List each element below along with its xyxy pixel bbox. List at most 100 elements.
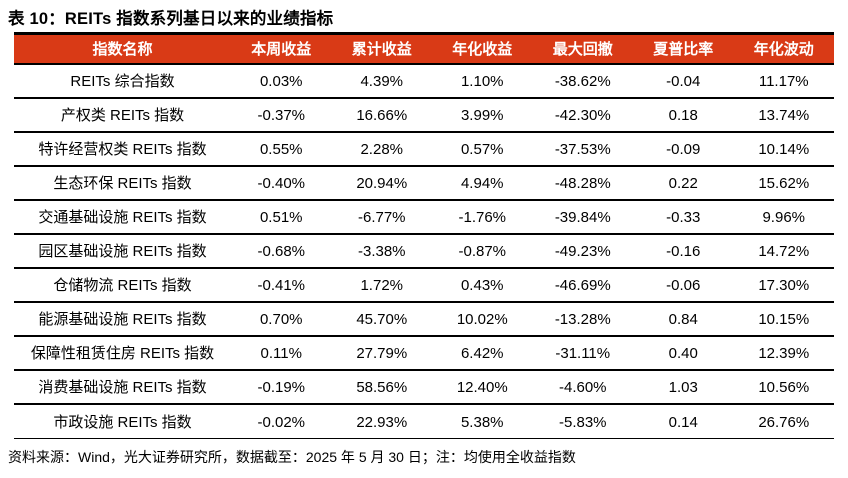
table-row: 园区基础设施 REITs 指数 -0.68% -3.38% -0.87% -49.23%… — [14, 235, 834, 269]
index-name-cell: 保障性租赁住房 REITs 指数 — [30, 345, 215, 362]
value-cell: 4.39% — [360, 73, 404, 90]
header-cell: 指数名称 — [92, 41, 153, 58]
value-cell: 10.56% — [758, 379, 810, 396]
value-cell: 11.17% — [758, 73, 809, 90]
value-cell: -31.11% — [555, 345, 611, 362]
table-title: 表 10：REITs 指数系列基日以来的业绩指标 — [8, 10, 334, 28]
value-cell: 1.03 — [668, 379, 698, 396]
value-cell: 10.15% — [758, 311, 810, 328]
value-cell: -0.41% — [257, 277, 306, 294]
value-cell: 0.18 — [668, 107, 698, 124]
value-cell: -5.83% — [558, 413, 607, 431]
value-cell: 17.30% — [758, 277, 810, 294]
value-cell: 10.14% — [758, 141, 810, 158]
index-name-cell: REITs 综合指数 — [70, 73, 175, 90]
value-cell: -0.37% — [257, 107, 306, 124]
header-cell: 年化波动 — [753, 41, 814, 58]
value-cell: -0.02% — [257, 413, 306, 431]
value-cell: 14.72% — [758, 243, 810, 260]
value-cell: 0.11% — [260, 345, 302, 362]
value-cell: 5.38% — [460, 413, 504, 431]
header-cell: 本周收益 — [251, 41, 312, 58]
value-cell: -0.87% — [458, 243, 507, 260]
table-row: 交通基础设施 REITs 指数 0.51% -6.77% -1.76% -39.84% -… — [14, 201, 834, 235]
value-cell: -1.76% — [458, 209, 507, 226]
table-row: 产权类 REITs 指数 -0.37% 16.66% 3.99% -42.30% 0.18… — [14, 99, 834, 133]
index-name-cell: 消费基础设施 REITs 指数 — [38, 379, 207, 396]
index-name-cell: 产权类 REITs 指数 — [60, 107, 185, 124]
value-cell: 0.43% — [460, 277, 504, 294]
value-cell: 3.99% — [460, 107, 504, 124]
table-header-row: 指数名称 本周收益 累计收益 年化收益 最大回撤 夏普比率 年化波动 — [14, 35, 834, 65]
value-cell: 0.40 — [668, 345, 698, 362]
value-cell: 0.55% — [259, 141, 303, 158]
index-name-cell: 特许经营权类 REITs 指数 — [38, 141, 207, 158]
value-cell: 13.74% — [758, 107, 810, 124]
value-cell: 4.94% — [460, 175, 504, 192]
value-cell: 0.70% — [259, 311, 303, 328]
value-cell: 1.72% — [360, 277, 404, 294]
value-cell: -46.69% — [554, 277, 611, 294]
table-row: 特许经营权类 REITs 指数 0.55% 2.28% 0.57% -37.53% -0.… — [14, 133, 834, 167]
value-cell: -6.77% — [357, 209, 406, 226]
table-row: 市政设施 REITs 指数 -0.02% 22.93% 5.38% -5.83% 0.14… — [14, 405, 834, 439]
value-cell: -0.19% — [257, 379, 306, 396]
header-cell: 夏普比率 — [653, 41, 714, 58]
value-cell: 58.56% — [356, 379, 408, 396]
value-cell: -0.40% — [257, 175, 306, 192]
value-cell: -39.84% — [554, 209, 611, 226]
value-cell: -0.68% — [257, 243, 306, 260]
value-cell: 9.96% — [762, 209, 806, 226]
header-cell: 最大回撤 — [552, 41, 613, 58]
table-body: REITs 综合指数 0.03% 4.39% 1.10% -38.62% -0.04 11.… — [14, 65, 834, 439]
table-row: 消费基础设施 REITs 指数 -0.19% 58.56% 12.40% -4.60% 1… — [14, 371, 834, 405]
value-cell: -0.09 — [666, 141, 701, 158]
index-name-cell: 生态环保 REITs 指数 — [53, 175, 192, 192]
reits-performance-table: 指数名称 本周收益 累计收益 年化收益 最大回撤 夏普比率 年化波动 REITs 综合指数 0… — [14, 32, 834, 439]
value-cell: -42.30% — [554, 107, 611, 124]
value-cell: -49.23% — [554, 243, 611, 260]
table-row: 生态环保 REITs 指数 -0.40% 20.94% 4.94% -48.28% 0.2… — [14, 167, 834, 201]
value-cell: 0.84 — [668, 311, 698, 328]
value-cell: 27.79% — [356, 345, 408, 362]
index-name-cell: 能源基础设施 REITs 指数 — [38, 311, 207, 328]
value-cell: -0.33 — [666, 209, 701, 226]
value-cell: 1.10% — [460, 73, 504, 90]
header-cell: 累计收益 — [351, 41, 412, 58]
value-cell: -0.16 — [666, 243, 701, 260]
value-cell: 15.62% — [758, 175, 810, 192]
value-cell: 20.94% — [356, 175, 408, 192]
value-cell: 16.66% — [356, 107, 408, 124]
value-cell: 26.76% — [758, 413, 810, 431]
table-row: 仓储物流 REITs 指数 -0.41% 1.72% 0.43% -46.69% -0.0… — [14, 269, 834, 303]
value-cell: 22.93% — [356, 413, 408, 431]
value-cell: 0.51% — [259, 209, 303, 226]
value-cell: 6.42% — [460, 345, 504, 362]
value-cell: -3.38% — [357, 243, 406, 260]
value-cell: 45.70% — [356, 311, 408, 328]
index-name-cell: 仓储物流 REITs 指数 — [53, 277, 192, 294]
index-name-cell: 交通基础设施 REITs 指数 — [38, 209, 207, 226]
index-name-cell: 园区基础设施 REITs 指数 — [38, 243, 207, 260]
table-row: 能源基础设施 REITs 指数 0.70% 45.70% 10.02% -13.28% 0… — [14, 303, 834, 337]
value-cell: -48.28% — [554, 175, 611, 192]
value-cell: -0.06 — [666, 277, 701, 294]
value-cell: -4.60% — [558, 379, 607, 396]
source-note: 资料来源：Wind，光大证券研究所，数据截至：2025 年 5 月 30 日；注… — [8, 449, 576, 465]
value-cell: 0.03% — [259, 73, 303, 90]
value-cell: -38.62% — [554, 73, 611, 90]
value-cell: 0.14 — [668, 413, 698, 431]
table-row: 保障性租赁住房 REITs 指数 0.11% 27.79% 6.42% -31.11% 0… — [14, 337, 834, 371]
value-cell: 10.02% — [456, 311, 508, 328]
value-cell: -37.53% — [554, 141, 611, 158]
value-cell: 2.28% — [360, 141, 404, 158]
value-cell: 0.57% — [460, 141, 504, 158]
value-cell: -13.28% — [554, 311, 611, 328]
table-row: REITs 综合指数 0.03% 4.39% 1.10% -38.62% -0.04 11.… — [14, 65, 834, 99]
value-cell: 0.22 — [668, 175, 698, 192]
value-cell: 12.39% — [758, 345, 810, 362]
value-cell: 12.40% — [456, 379, 508, 396]
header-cell: 年化收益 — [452, 41, 513, 58]
index-name-cell: 市政设施 REITs 指数 — [53, 413, 192, 431]
